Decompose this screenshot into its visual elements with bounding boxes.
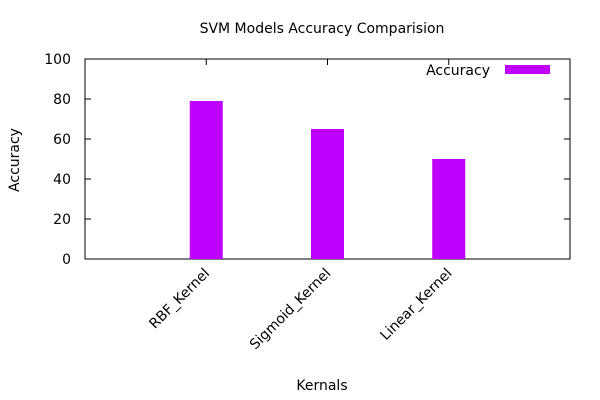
y-tick-label: 20 xyxy=(53,212,71,228)
y-tick-label: 0 xyxy=(62,252,71,268)
y-tick-label: 100 xyxy=(44,52,71,68)
legend-label: Accuracy xyxy=(426,63,490,79)
x-axis-label: Kernals xyxy=(296,378,347,394)
y-tick-label: 80 xyxy=(53,92,71,108)
bars-series xyxy=(189,101,466,259)
x-tick-label: RBF_Kernel xyxy=(146,266,213,333)
x-tick-label: Sigmoid_Kernel xyxy=(247,266,334,353)
chart-title: SVM Models Accuracy Comparision xyxy=(200,21,445,37)
y-tick-label: 60 xyxy=(53,132,71,148)
y-axis: 0 20 40 60 80 100 xyxy=(44,52,570,268)
legend-swatch xyxy=(505,65,550,74)
bar-sigmoid-kernel xyxy=(311,129,344,259)
y-axis-label: Accuracy xyxy=(7,128,23,192)
x-tick-label: Linear_Kernel xyxy=(377,266,455,344)
legend: Accuracy xyxy=(426,63,550,79)
y-tick-label: 40 xyxy=(53,172,71,188)
bar-rbf-kernel xyxy=(189,101,223,259)
bar-linear-kernel xyxy=(432,159,466,259)
